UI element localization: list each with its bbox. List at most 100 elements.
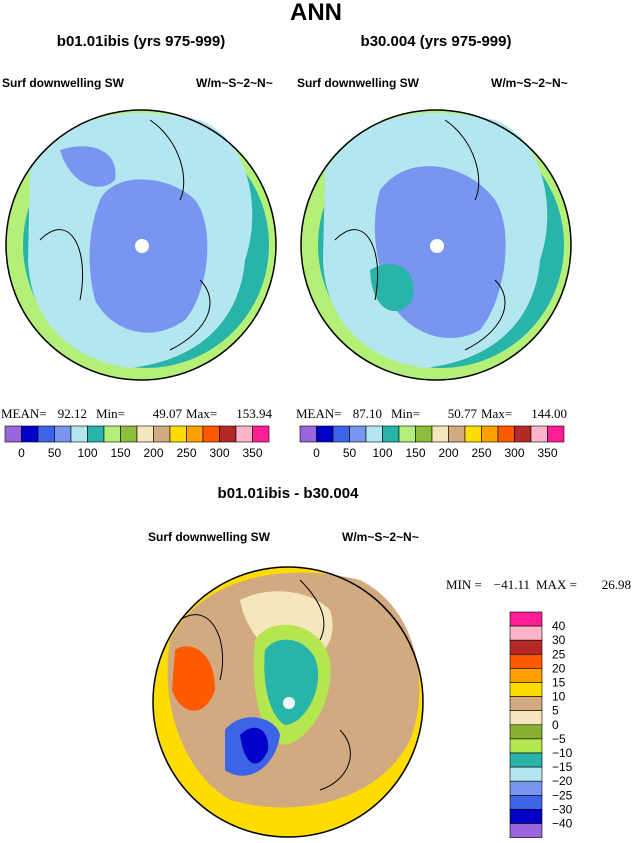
- colorbar-label: 300: [209, 446, 229, 460]
- colorbar-box: [509, 724, 543, 740]
- colorbar-box: [464, 425, 482, 443]
- colorbar-box: [509, 653, 543, 669]
- colorbar-box: [382, 425, 400, 443]
- colorbar-box: [509, 696, 543, 711]
- colorbar-box: [509, 766, 543, 782]
- colorbar-box: [54, 425, 72, 443]
- stat-value: 87.10: [353, 406, 382, 421]
- colorbar-box: [136, 425, 154, 443]
- map: [300, 109, 572, 381]
- colorbar-box: [153, 425, 171, 443]
- colorbar-label: 100: [77, 446, 97, 460]
- colorbar-box: [87, 425, 105, 443]
- figure-title: ANN: [290, 0, 342, 26]
- colorbar-box: [509, 710, 543, 726]
- stat-label: Max=: [186, 406, 217, 421]
- colorbar-box: [509, 809, 543, 824]
- colorbar-box: [316, 425, 334, 443]
- stat-value: −41.11: [494, 577, 530, 592]
- stat-label: Max=: [481, 406, 512, 421]
- colorbar-box: [37, 425, 55, 443]
- panel-title: b01.01ibis - b30.004: [218, 485, 360, 502]
- colorbar-label: −20: [552, 774, 573, 788]
- colorbar-label: −15: [552, 760, 573, 774]
- colorbar-box: [509, 780, 543, 796]
- colorbar-box: [509, 794, 543, 810]
- stat-value: 92.12: [58, 406, 87, 421]
- panel-title: b30.004 (yrs 975-999): [361, 33, 512, 50]
- colorbar-box: [186, 425, 204, 443]
- stat-value: 153.94: [236, 406, 272, 421]
- colorbar-label: 150: [405, 446, 425, 460]
- colorbar-label: 100: [372, 446, 392, 460]
- colorbar-label: 30: [552, 633, 566, 647]
- left-label: Surf downwelling SW: [148, 530, 271, 544]
- colorbar-box: [120, 425, 138, 443]
- colorbar-box: [103, 425, 121, 443]
- colorbar-box: [299, 425, 317, 443]
- colorbar-label: 0: [18, 446, 25, 460]
- stat-label: MAX =: [536, 577, 577, 592]
- stat-value: 26.98: [602, 577, 631, 592]
- map: [152, 566, 424, 838]
- colorbar-label: 350: [242, 446, 262, 460]
- stat-label: Min=: [391, 406, 420, 421]
- panel-title: b01.01ibis (yrs 975-999): [57, 33, 225, 50]
- colorbar-box: [509, 752, 543, 768]
- map: [5, 109, 277, 381]
- stat-value: 49.07: [153, 406, 183, 421]
- colorbar-label: 10: [552, 690, 566, 704]
- colorbar-box: [349, 425, 367, 443]
- colorbar-box: [530, 425, 548, 443]
- colorbar-label: 5: [552, 704, 559, 718]
- colorbar-box: [252, 425, 270, 443]
- colorbar-box: [514, 425, 532, 443]
- colorbar-label: −5: [552, 732, 566, 746]
- colorbar-box: [70, 425, 88, 443]
- colorbar-box: [448, 425, 466, 443]
- colorbar-box: [235, 425, 253, 443]
- colorbar-label: 150: [110, 446, 130, 460]
- stat-label: MEAN=: [1, 406, 47, 421]
- colorbar-label: −30: [552, 802, 573, 816]
- colorbar-label: 50: [343, 446, 357, 460]
- colorbar-box: [509, 611, 543, 627]
- colorbar-box: [219, 425, 237, 443]
- colorbar-box: [169, 425, 187, 443]
- colorbar-label: 200: [438, 446, 458, 460]
- colorbar-label: 25: [552, 647, 566, 661]
- colorbar-box: [398, 425, 416, 443]
- colorbar-box: [431, 425, 449, 443]
- stat-label: Min=: [96, 406, 125, 421]
- right-label: W/m~S~2~N~: [342, 530, 419, 544]
- colorbar-box: [509, 738, 543, 754]
- colorbar-label: 350: [537, 446, 557, 460]
- colorbar-box: [497, 425, 515, 443]
- colorbar-label: 300: [504, 446, 524, 460]
- left-label: Surf downwelling SW: [297, 76, 420, 90]
- colorbar-box: [509, 823, 543, 838]
- colorbar-box: [509, 639, 543, 655]
- colorbar-label: 0: [552, 718, 559, 732]
- stat-label: MIN =: [446, 577, 482, 592]
- colorbar-box: [509, 625, 543, 641]
- colorbar-box: [365, 425, 383, 443]
- stat-value: 144.00: [531, 406, 567, 421]
- colorbar-label: 40: [552, 619, 566, 633]
- colorbar-label: 250: [176, 446, 196, 460]
- colorbar-box: [509, 682, 543, 697]
- colorbar-label: 20: [552, 661, 566, 675]
- colorbar-label: 250: [471, 446, 491, 460]
- colorbar-box: [481, 425, 499, 443]
- colorbar-box: [21, 425, 39, 443]
- colorbar-label: −40: [552, 817, 573, 831]
- right-label: W/m~S~2~N~: [196, 76, 273, 90]
- left-label: Surf downwelling SW: [2, 76, 125, 90]
- colorbar-box: [415, 425, 433, 443]
- colorbar-label: 15: [552, 676, 566, 690]
- colorbar-box: [547, 425, 565, 443]
- colorbar-box: [4, 425, 22, 443]
- colorbar-label: 200: [143, 446, 163, 460]
- colorbar-label: −25: [552, 788, 573, 802]
